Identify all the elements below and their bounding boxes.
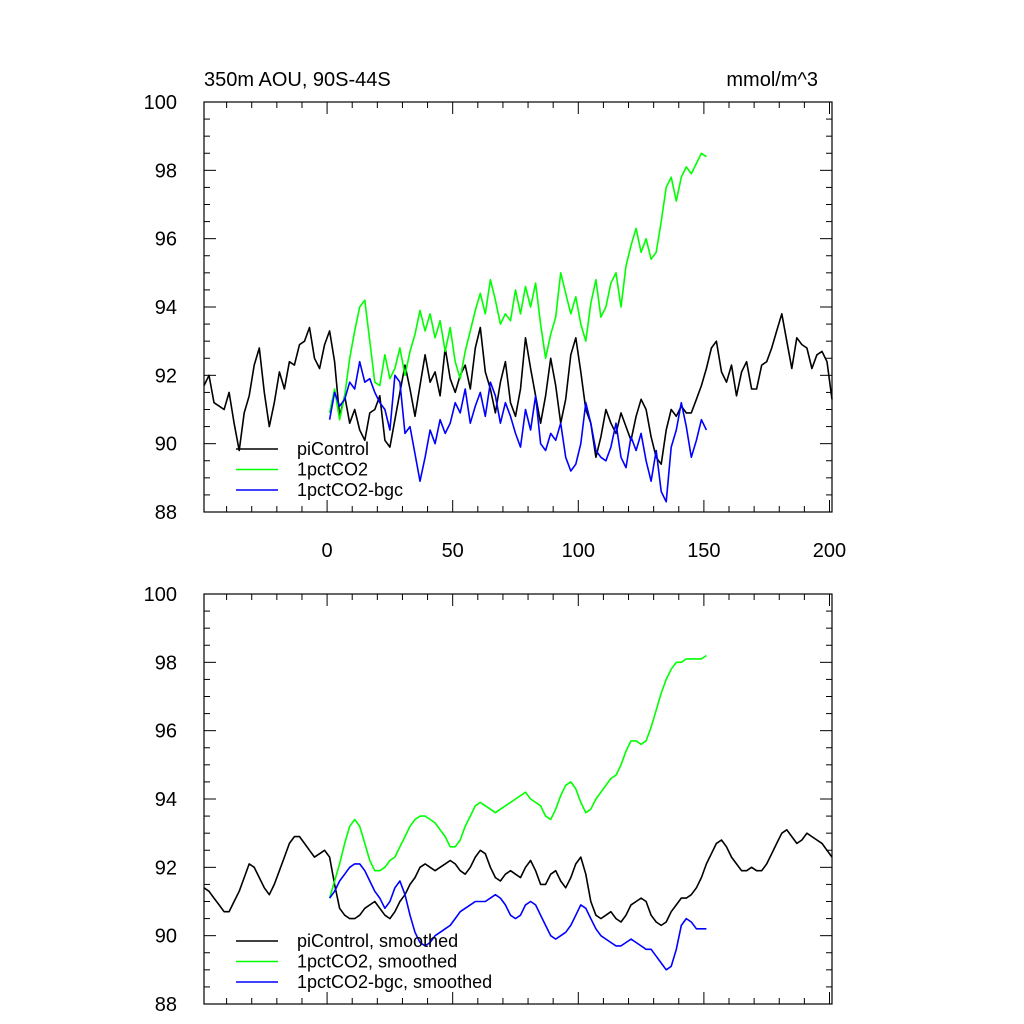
- y-tick-label: 98: [155, 160, 177, 182]
- y-tick-label: 88: [155, 994, 177, 1016]
- x-tick-label: 0: [322, 540, 333, 562]
- y-tick-label: 96: [155, 721, 177, 743]
- chart-title: 350m AOU, 90S-44S: [204, 69, 391, 91]
- series-line-2: [328, 654, 707, 899]
- y-tick-label: 90: [155, 926, 177, 948]
- series-line-2: [328, 152, 707, 421]
- y-tick-label: 96: [155, 229, 177, 251]
- x-tick-label: 100: [562, 540, 595, 562]
- legend-label: 1pctCO2-bgc, smoothed: [297, 972, 492, 992]
- x-tick-label: 50: [442, 540, 464, 562]
- y-tick-label: 94: [155, 297, 177, 319]
- series-line-3: [328, 863, 707, 971]
- series-line-1: [203, 313, 833, 465]
- legend-label: piControl, smoothed: [297, 931, 458, 951]
- units-label: mmol/m^3: [726, 69, 818, 91]
- y-tick-label: 88: [155, 502, 177, 524]
- y-tick-label: 100: [144, 92, 177, 114]
- y-tick-label: 94: [155, 789, 177, 811]
- y-tick-label: 98: [155, 652, 177, 674]
- series-line-1: [203, 829, 833, 927]
- legend-label: 1pctCO2: [297, 460, 368, 480]
- y-tick-label: 90: [155, 434, 177, 456]
- legend-label: 1pctCO2-bgc: [297, 480, 403, 500]
- legend-label: piControl: [297, 439, 369, 459]
- legend-label: 1pctCO2, smoothed: [297, 952, 457, 972]
- y-tick-label: 100: [144, 584, 177, 606]
- series-line-3: [328, 360, 708, 503]
- y-tick-label: 92: [155, 857, 177, 879]
- x-tick-label: 150: [687, 540, 720, 562]
- y-tick-label: 92: [155, 365, 177, 387]
- x-tick-label: 200: [813, 540, 846, 562]
